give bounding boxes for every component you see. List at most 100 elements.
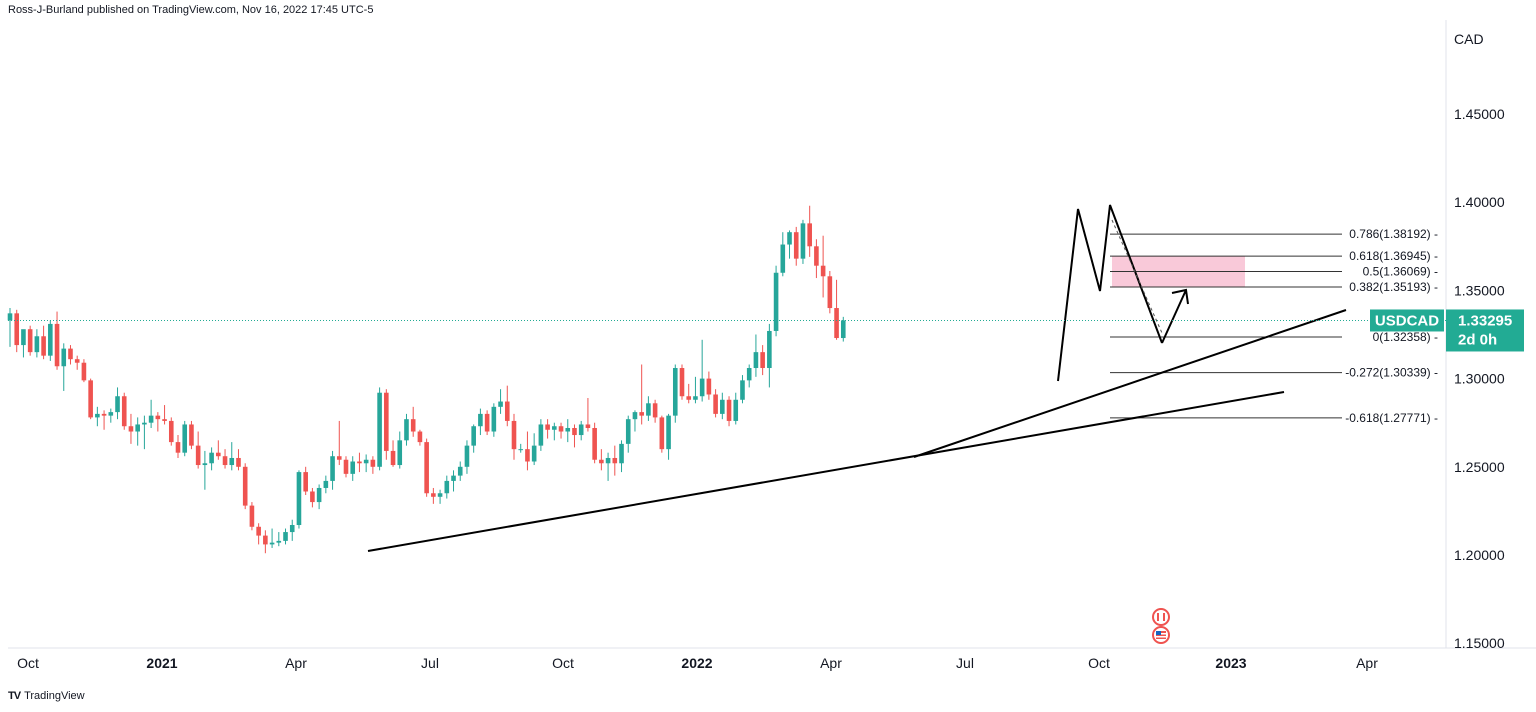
candle (525, 431, 530, 471)
candle-body (343, 459, 349, 474)
candle (585, 398, 591, 432)
candle (135, 417, 140, 446)
candle (740, 375, 745, 404)
candle-body (168, 420, 174, 443)
candle-body (767, 330, 772, 369)
candle-body (686, 396, 692, 400)
candle-body (296, 472, 302, 526)
candle (115, 387, 120, 420)
candle-body (484, 413, 490, 432)
candle (216, 440, 221, 460)
candle-body (491, 406, 497, 432)
candle-body (793, 232, 799, 259)
trendlines (367, 204, 1347, 552)
candle-body (48, 323, 53, 356)
candle (296, 470, 302, 529)
double-top-pattern (1057, 204, 1163, 382)
candle (148, 399, 154, 428)
candle (639, 364, 644, 425)
candle (558, 422, 564, 439)
candle-body (619, 443, 624, 464)
usd-event-icon[interactable] (1152, 626, 1170, 644)
candle (88, 378, 93, 420)
projection-arrow (1161, 289, 1187, 344)
candle-body (189, 424, 194, 446)
candle-body (121, 396, 127, 427)
candle (706, 371, 712, 400)
candle (61, 343, 67, 391)
candle (202, 450, 208, 490)
candle (384, 389, 389, 460)
candle-body (216, 452, 221, 457)
candle-body (659, 417, 665, 450)
candle (592, 422, 597, 464)
candle (646, 396, 651, 421)
candle (787, 230, 792, 259)
candle-body (404, 419, 409, 441)
candle (672, 364, 678, 423)
lower-trendline (367, 391, 1285, 552)
candle-body (733, 399, 739, 421)
candle-body (625, 419, 631, 444)
candle (471, 424, 476, 453)
candle-body (289, 525, 295, 533)
candle-body (605, 457, 611, 464)
candle-body (363, 459, 369, 464)
candle (807, 205, 812, 257)
candle-body (585, 424, 591, 428)
candle-body (229, 457, 235, 466)
candle-body (162, 419, 167, 421)
candle-body (713, 394, 718, 414)
candle-body (437, 493, 443, 497)
candle-body (283, 532, 288, 541)
candle-body (827, 276, 833, 309)
candle (41, 325, 46, 360)
candle (370, 456, 376, 474)
candle-body (195, 445, 201, 466)
candle (357, 452, 362, 473)
candle-body (431, 493, 436, 497)
candle (54, 311, 60, 370)
candle-body (753, 352, 759, 369)
candle (780, 232, 786, 277)
candle-body (222, 456, 228, 466)
candle (793, 226, 799, 266)
candle-body (746, 368, 752, 381)
price-badge (1446, 309, 1524, 352)
y-tick-label: 1.40000 (1454, 194, 1505, 210)
candle (840, 316, 846, 342)
candles (7, 205, 846, 554)
candle (720, 392, 725, 420)
candle-body (464, 445, 470, 467)
candle (746, 364, 752, 388)
candle-body (538, 424, 544, 446)
candle (444, 475, 450, 499)
candle-body (545, 424, 550, 430)
candle (572, 424, 577, 448)
candle-body (34, 336, 40, 353)
candle-body (303, 472, 308, 492)
upper-trendline (913, 309, 1347, 458)
candle (249, 502, 255, 531)
cad-event-icon[interactable] (1152, 608, 1170, 626)
candle (74, 355, 80, 370)
fib-level-label: 0.618(1.36945) - (1349, 249, 1438, 263)
candle (431, 487, 436, 504)
candle (316, 484, 322, 510)
candle-body (840, 320, 846, 339)
fib-level-label: -0.618(1.27771) - (1345, 411, 1438, 425)
candle (451, 470, 456, 492)
candle-body (820, 265, 826, 277)
candle (162, 405, 167, 425)
candle (814, 239, 819, 279)
fib-level-label: 0(1.32358) - (1373, 330, 1438, 344)
candle-body (531, 445, 537, 462)
candle (108, 408, 114, 423)
x-tick-label: 2021 (146, 655, 177, 671)
x-tick-label: 2022 (681, 655, 712, 671)
candle-body (410, 419, 416, 432)
candle-body (182, 424, 188, 453)
candle (128, 413, 134, 444)
price-axis: 1.45000 1.40000 1.35000 1.30000 1.25000 1.200… (1454, 106, 1505, 651)
